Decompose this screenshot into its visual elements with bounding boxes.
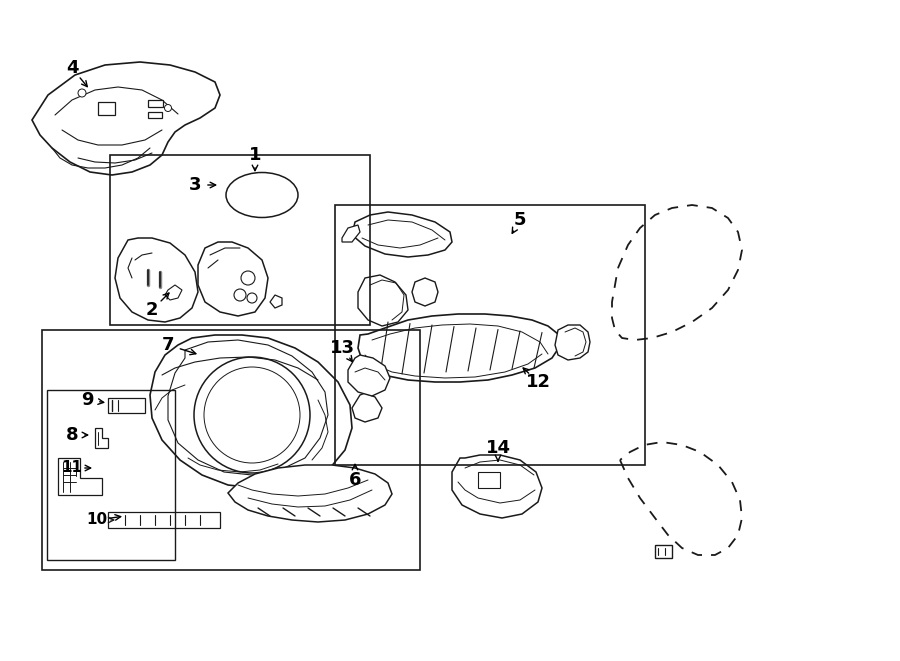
Circle shape (240, 184, 248, 190)
Circle shape (250, 208, 257, 215)
Circle shape (276, 200, 284, 206)
Circle shape (266, 208, 274, 215)
Circle shape (204, 367, 300, 463)
Bar (47, 390, 175, 560)
Polygon shape (358, 314, 560, 382)
Polygon shape (95, 428, 108, 448)
Polygon shape (150, 335, 352, 488)
Text: 11: 11 (61, 461, 83, 475)
Polygon shape (148, 112, 162, 118)
Circle shape (78, 89, 86, 97)
Circle shape (266, 176, 274, 182)
Polygon shape (58, 458, 102, 495)
Text: 6: 6 (349, 471, 361, 489)
Circle shape (165, 104, 172, 112)
Polygon shape (412, 278, 438, 306)
Bar (335, 205, 645, 465)
Text: 5: 5 (514, 211, 526, 229)
Circle shape (250, 176, 257, 182)
Text: 1: 1 (248, 146, 261, 164)
Circle shape (252, 185, 272, 205)
Polygon shape (32, 62, 220, 175)
Circle shape (234, 289, 246, 301)
Polygon shape (115, 238, 198, 322)
Text: 13: 13 (329, 339, 355, 357)
Text: 2: 2 (146, 301, 158, 319)
Polygon shape (270, 295, 282, 308)
Polygon shape (108, 398, 145, 413)
Circle shape (247, 293, 257, 303)
Bar (110, 155, 370, 325)
Polygon shape (108, 512, 220, 528)
Text: 4: 4 (66, 59, 78, 77)
Polygon shape (98, 102, 115, 115)
Circle shape (240, 200, 248, 206)
Circle shape (241, 271, 255, 285)
Text: 14: 14 (485, 439, 510, 457)
Polygon shape (655, 545, 672, 558)
Polygon shape (352, 393, 382, 422)
Polygon shape (198, 242, 268, 316)
Polygon shape (352, 212, 452, 257)
Polygon shape (228, 465, 392, 522)
Polygon shape (452, 455, 542, 518)
Polygon shape (348, 355, 390, 396)
Ellipse shape (226, 173, 298, 217)
Polygon shape (555, 325, 590, 360)
Text: 8: 8 (66, 426, 78, 444)
Polygon shape (148, 100, 163, 107)
Bar (42, 330, 420, 570)
Text: 3: 3 (189, 176, 202, 194)
Text: 12: 12 (526, 373, 551, 391)
Text: 9: 9 (81, 391, 94, 409)
Circle shape (276, 184, 284, 190)
Text: 7: 7 (162, 336, 175, 354)
Polygon shape (358, 275, 408, 326)
Polygon shape (342, 225, 360, 242)
Text: 10: 10 (86, 512, 108, 527)
Circle shape (194, 357, 310, 473)
Polygon shape (165, 285, 182, 300)
